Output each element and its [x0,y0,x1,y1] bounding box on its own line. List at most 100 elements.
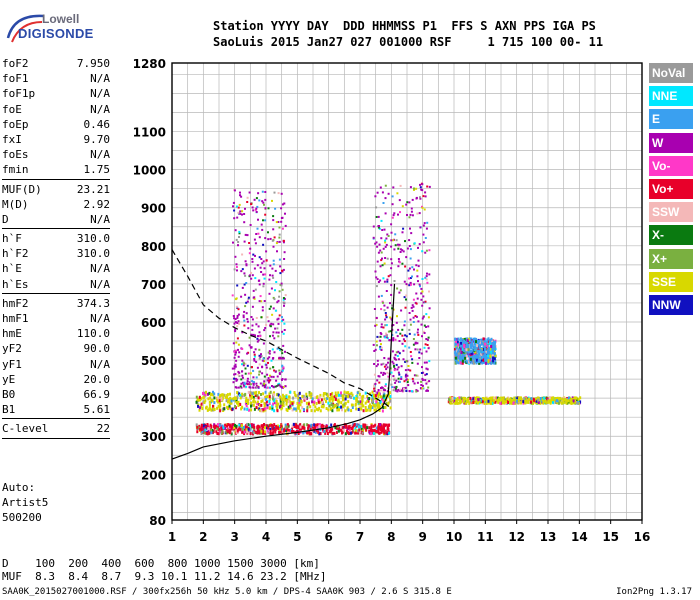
echo-point [428,249,431,252]
echo-point [240,424,243,428]
echo-point [425,361,428,364]
echo-point [373,408,376,412]
echo-point [267,426,270,430]
echo-point [572,401,575,405]
echo-point [485,357,488,361]
echo-point [419,348,422,351]
echo-point [252,382,255,385]
echo-point [247,427,250,431]
echo-point [266,379,269,382]
echo-point [283,397,286,401]
echo-point [261,190,264,193]
echo-point [260,403,263,407]
echo-point [271,406,274,410]
echo-point [202,424,205,428]
echo-point [344,397,347,401]
echo-point [287,428,289,432]
echo-point [252,383,255,386]
echo-point [218,399,221,403]
echo-point [399,251,402,253]
echo-point [424,276,427,279]
echo-point [404,265,407,268]
echo-point [451,398,454,402]
echo-point [279,402,282,406]
echo-point [241,376,244,379]
echo-point [213,392,216,396]
echo-point [271,267,274,270]
echo-point [459,344,462,348]
echo-point [409,323,412,326]
echo-point [338,400,341,404]
echo-point [265,366,268,369]
echo-point [385,368,388,371]
echo-point [524,401,527,405]
echo-point [262,425,264,429]
echo-point [473,348,476,352]
echo-point [345,424,348,428]
echo-point [565,401,568,405]
echo-point [241,286,244,289]
echo-point [474,352,477,356]
echo-point [473,353,476,357]
echo-point [415,196,418,199]
echo-point [280,220,283,223]
echo-point [467,348,470,352]
echo-point [311,400,314,404]
echo-point [253,407,256,411]
echo-point [401,205,404,208]
echo-point [381,191,384,194]
echo-point [287,431,290,435]
echo-point [304,397,307,401]
echo-point [317,400,320,404]
echo-point [195,423,198,427]
param-clevel: C-level 22 [2,421,110,436]
echo-point [306,405,309,409]
echo-point [207,427,210,431]
echo-point [390,284,393,287]
echo-point [256,340,259,343]
echo-point [357,431,360,435]
echo-point [272,228,275,231]
echo-point [378,409,381,412]
echo-point [272,245,275,248]
echo-point [411,390,413,393]
echo-point [492,359,494,363]
echo-point [325,399,327,403]
echo-point [340,405,343,409]
echo-point [318,432,321,436]
echo-point [421,304,424,307]
legend-sse: SSE [649,271,693,292]
echo-point [277,426,279,430]
echo-point [234,229,237,232]
echo-point [246,402,249,405]
echo-point [195,400,198,404]
echo-point [522,400,525,404]
echo-point [235,205,238,208]
echo-point [216,396,219,400]
echo-point [264,191,267,193]
param-value: 66.9 [83,387,111,401]
echo-point [423,346,426,349]
echo-point [201,425,204,429]
echo-point [412,343,415,346]
x-tick-label: 3 [230,530,238,544]
echo-point [460,396,463,400]
echo-point [278,295,281,298]
echo-point [298,391,301,395]
echo-point [330,394,333,398]
echo-point [294,393,297,397]
echo-point [239,394,242,397]
echo-point [373,363,376,365]
echo-point [381,397,383,401]
echo-point [422,330,425,333]
echo-point [549,399,552,403]
echo-point [308,393,311,397]
echo-point [392,186,395,189]
echo-point [357,408,360,411]
echo-point [381,300,384,303]
echo-point [471,340,474,344]
echo-point [473,342,476,346]
echo-point [458,342,461,346]
echo-point [485,355,488,359]
echo-point [380,371,383,374]
